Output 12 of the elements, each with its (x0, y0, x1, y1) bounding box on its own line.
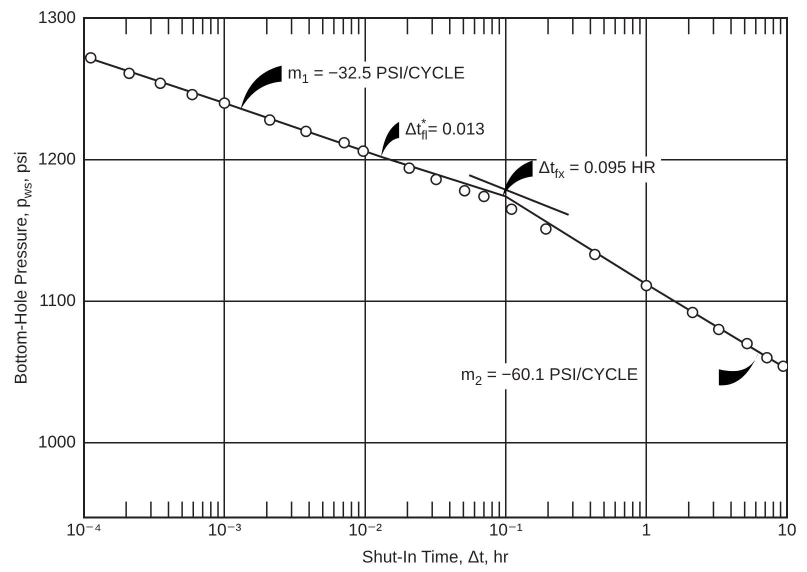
y-tick-label: 1100 (39, 290, 76, 310)
y-axis-title: Bottom-Hole Pressure, pws, psi (12, 151, 34, 384)
x-tick-label: 10⁻³ (208, 520, 242, 540)
y-tick-label: 1200 (38, 149, 76, 168)
x-tick-label: 10 (778, 520, 796, 540)
y-tick-label: 1300 (38, 8, 76, 27)
x-tick-label: 1 (642, 520, 652, 540)
x-tick-label: 10⁻⁴ (66, 520, 102, 540)
x-tick-label: 10⁻¹ (488, 520, 523, 540)
x-tick-label: 10⁻² (348, 520, 382, 540)
y-tick-label: 1000 (38, 432, 76, 452)
x-axis-title: Shut-In Time, Δt, hr (362, 548, 509, 567)
